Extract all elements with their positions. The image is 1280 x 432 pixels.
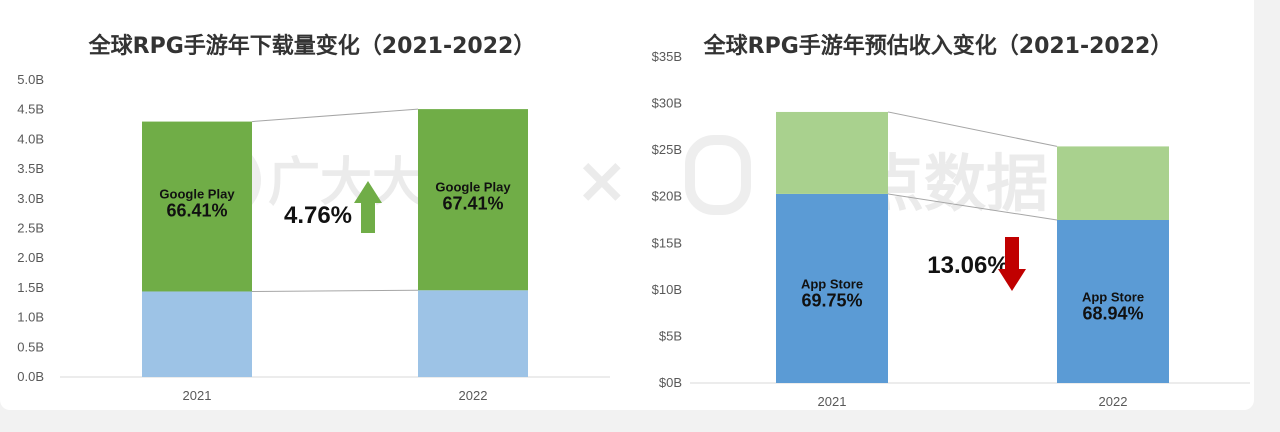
watermark-left-brand: 广大大 xyxy=(268,153,424,213)
y-tick-label: $35B xyxy=(652,49,682,64)
chart-title: 全球RPG手游年预估收入变化（2021-2022） xyxy=(703,33,1173,59)
y-tick-label: $0B xyxy=(659,375,682,390)
chart-title: 全球RPG手游年下载量变化（2021-2022） xyxy=(88,33,536,59)
chart-1: 全球RPG手游年下载量变化（2021-2022） 0.0B 0.5B 1.0B 1.5B… xyxy=(17,33,610,403)
bar-label-pct: 69.75% xyxy=(801,290,862,310)
y-tick-label: $10B xyxy=(652,282,682,297)
y-tick-label: 3.5B xyxy=(17,161,44,176)
x-tick-label: 2022 xyxy=(459,388,488,403)
y-tick-label: 2.0B xyxy=(17,250,44,265)
connector-line-segment xyxy=(251,289,419,292)
y-tick-label: 2.5B xyxy=(17,221,44,236)
bar-segment-2021-2 xyxy=(776,111,888,194)
bar-label-name: App Store xyxy=(1082,290,1144,305)
up-arrow-icon xyxy=(354,181,382,233)
y-tick-label: 4.0B xyxy=(17,131,44,146)
y-tick-label: $30B xyxy=(652,96,682,111)
y-tick-label: $20B xyxy=(652,189,682,204)
bar-label-pct: 68.94% xyxy=(1082,304,1143,324)
y-tick-label: 1.0B xyxy=(17,310,44,325)
chart-canvas: 广大大 × 点点数据 全球RPG手游年下载量变化（2021-2022） 0.0B 0.5B… xyxy=(0,0,1254,410)
y-tick-label: $15B xyxy=(652,235,682,250)
bar-label-pct: 66.41% xyxy=(166,201,227,221)
x-tick-label: 2022 xyxy=(1099,394,1128,409)
change-value: 13.06% xyxy=(927,252,1008,279)
bar-label-name: App Store xyxy=(801,276,863,291)
bar-segment-2022-1 xyxy=(1057,220,1169,383)
bar-label-pct: 67.41% xyxy=(442,194,503,214)
watermark-separator: × xyxy=(575,144,629,218)
y-tick-label: 1.5B xyxy=(17,280,44,295)
y-tick-label: $25B xyxy=(652,142,682,157)
bar-label-name: Google Play xyxy=(435,180,511,195)
connector-line-total xyxy=(251,108,419,123)
connector-line-total xyxy=(887,111,1058,147)
watermark-logo-right xyxy=(685,135,751,215)
y-tick-label: 3.0B xyxy=(17,191,44,206)
bar-segment-2022-2 xyxy=(1057,146,1169,220)
bar-segment-2022-2 xyxy=(418,109,528,291)
down-arrow-icon xyxy=(998,237,1026,291)
y-tick-label: 0.0B xyxy=(17,369,44,384)
x-tick-label: 2021 xyxy=(183,388,212,403)
bar-segment-2021-2 xyxy=(142,121,252,292)
bar-segment-2021-1 xyxy=(142,291,252,377)
bar-label-name: Google Play xyxy=(159,187,235,202)
x-tick-label: 2021 xyxy=(818,394,847,409)
chart-2: 全球RPG手游年预估收入变化（2021-2022） $0B $5B $10B $15B $… xyxy=(652,33,1250,409)
y-tick-label: 4.5B xyxy=(17,102,44,117)
bar-segment-2021-1 xyxy=(776,193,888,383)
y-tick-label: 0.5B xyxy=(17,339,44,354)
connector-line-segment xyxy=(887,193,1058,221)
y-tick-label: 5.0B xyxy=(17,72,44,87)
change-value: 4.76% xyxy=(284,202,352,229)
y-tick-label: $5B xyxy=(659,328,682,343)
bar-segment-2022-1 xyxy=(418,290,528,377)
